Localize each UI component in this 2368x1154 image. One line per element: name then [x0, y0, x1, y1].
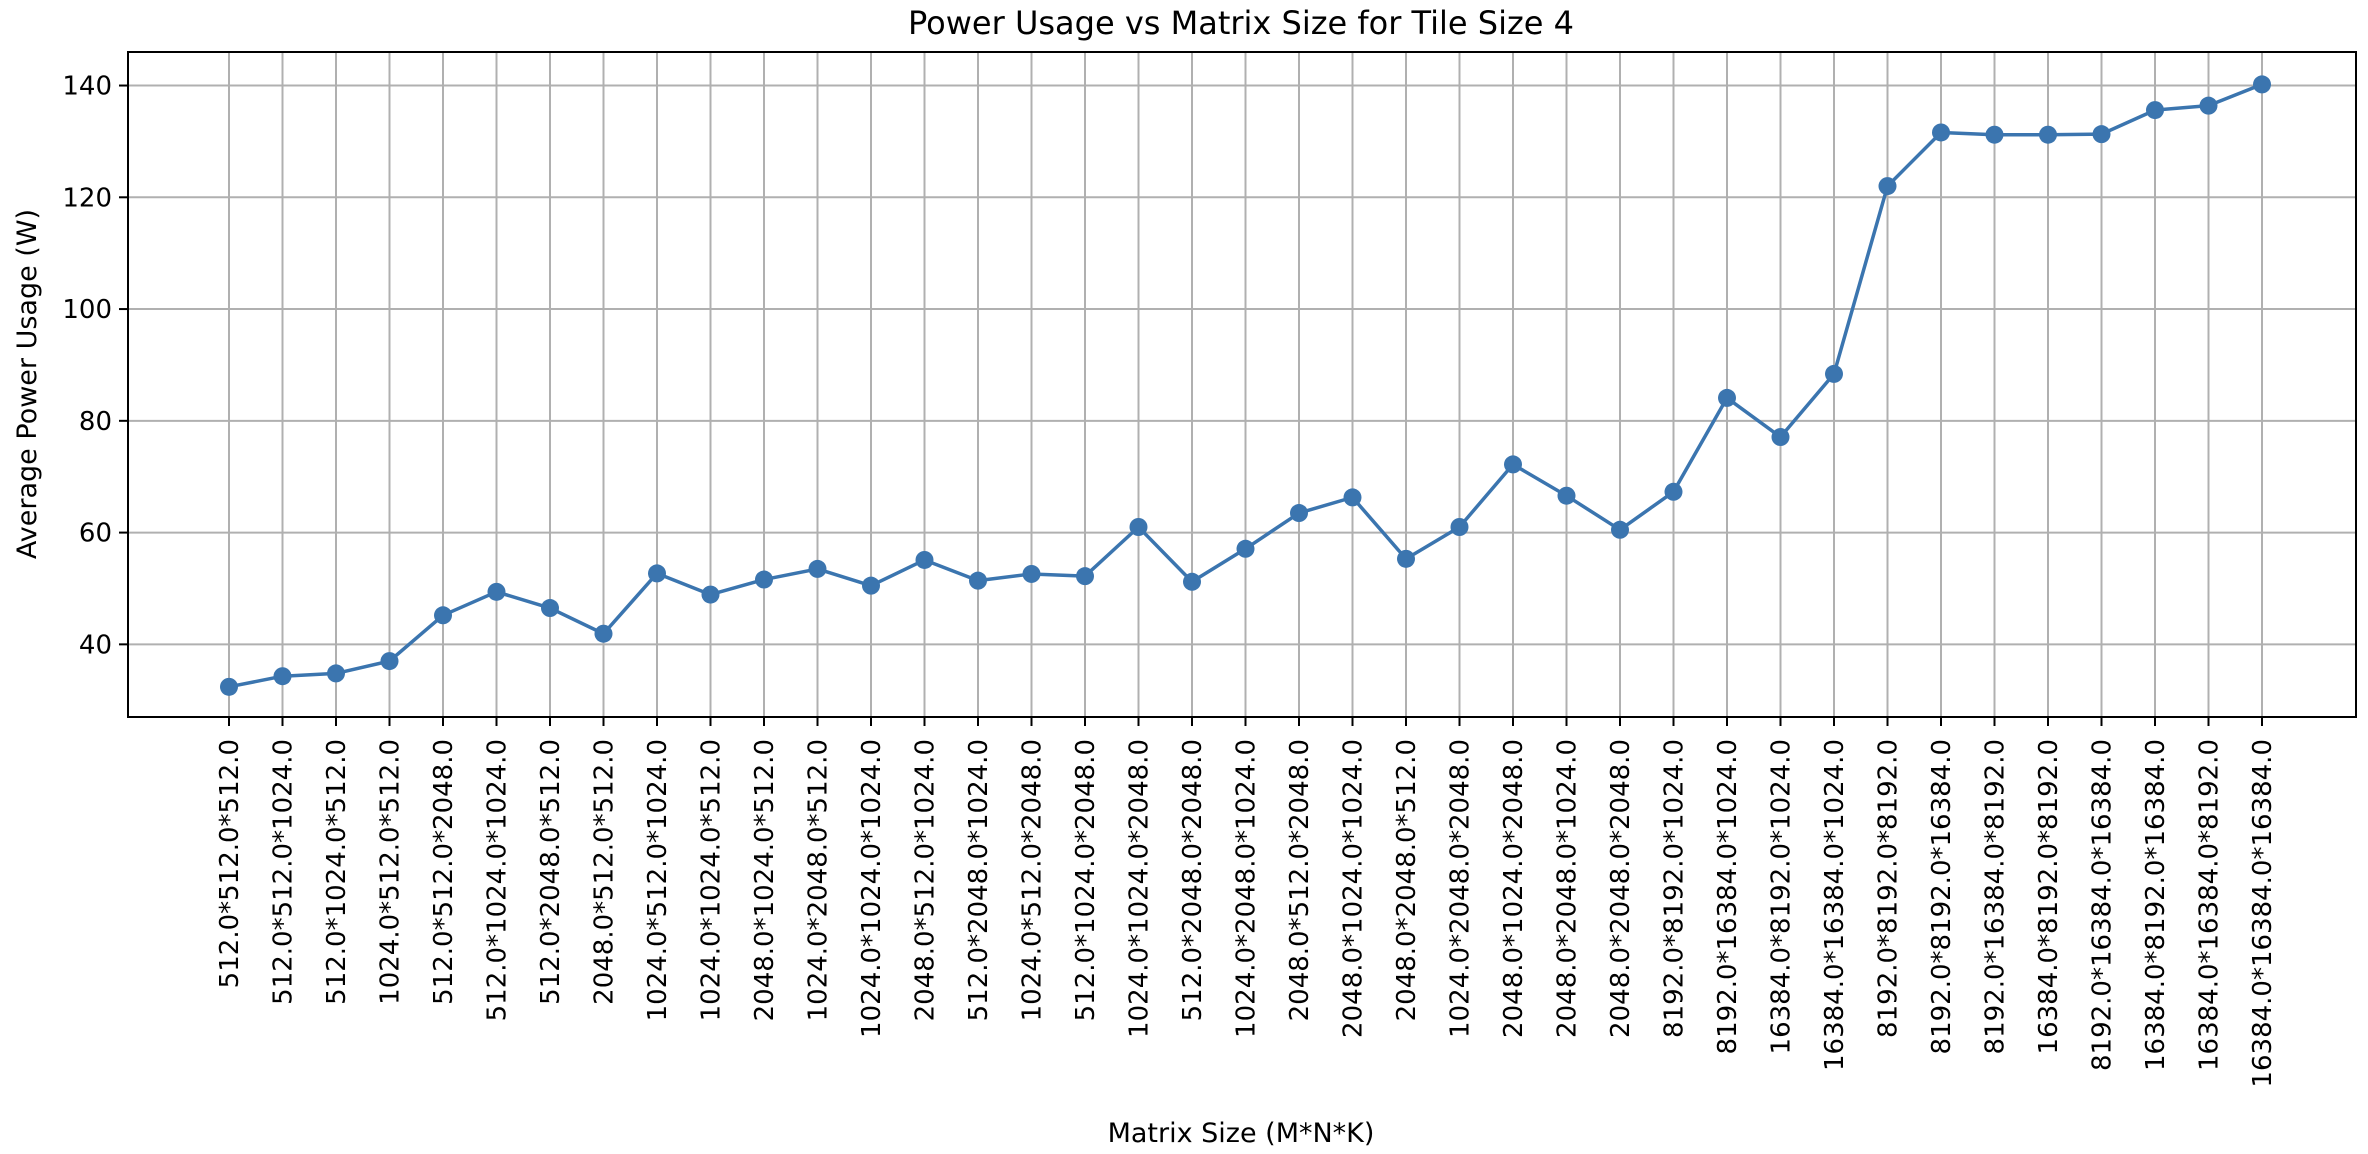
- data-point: [969, 571, 987, 590]
- data-point: [701, 585, 720, 604]
- data-point: [1129, 518, 1148, 536]
- x-tick-label: 1024.0*1024.0*512.0: [697, 739, 727, 1021]
- x-tick-label: 1024.0*2048.0*2048.0: [1446, 739, 1476, 1038]
- x-tick-label: 512.0*512.0*512.0: [215, 739, 245, 988]
- x-tick-label: 2048.0*1024.0*512.0: [750, 739, 780, 1021]
- x-tick-label: 512.0*1024.0*2048.0: [1071, 739, 1101, 1021]
- x-axis: 512.0*512.0*512.0 512.0*512.0*1024.0 512.0…: [215, 717, 2278, 1088]
- x-tick-label: 2048.0*2048.0*1024.0: [1553, 739, 1583, 1038]
- data-point: [1290, 504, 1308, 523]
- x-tick-label: 8192.0*16384.0*1024.0: [1713, 739, 1743, 1054]
- data-point: [487, 582, 506, 601]
- x-tick-label: 2048.0*1024.0*2048.0: [1499, 739, 1529, 1038]
- x-tick-label: 1024.0*1024.0*1024.0: [857, 739, 887, 1038]
- data-point: [327, 664, 345, 683]
- chart-title: Power Usage vs Matrix Size for Tile Size…: [908, 4, 1574, 42]
- data-point: [1664, 482, 1683, 501]
- x-tick-label: 16384.0*16384.0*16384.0: [2248, 739, 2278, 1088]
- x-tick-label: 1024.0*512.0*512.0: [376, 739, 406, 1005]
- data-point: [1022, 564, 1041, 583]
- data-point: [2146, 101, 2164, 120]
- data-point: [862, 576, 880, 595]
- x-tick-label: 2048.0*512.0*2048.0: [1285, 739, 1315, 1021]
- data-point: [1718, 388, 1736, 407]
- data-point: [273, 667, 292, 686]
- data-point: [1985, 125, 2004, 144]
- y-tick-label: 80: [79, 407, 112, 437]
- x-tick-label: 1024.0*2048.0*1024.0: [1232, 739, 1262, 1038]
- data-point: [1878, 177, 1897, 196]
- data-point: [1236, 539, 1255, 558]
- x-tick-label: 512.0*512.0*2048.0: [429, 739, 459, 1005]
- x-tick-label: 16384.0*16384.0*1024.0: [1820, 739, 1850, 1071]
- x-tick-label: 2048.0*2048.0*2048.0: [1606, 739, 1636, 1038]
- x-tick-label: 512.0*2048.0*2048.0: [1178, 739, 1208, 1021]
- x-tick-label: 8192.0*8192.0*1024.0: [1660, 739, 1690, 1038]
- data-point: [1771, 428, 1790, 447]
- grid-layer: [128, 52, 2356, 717]
- x-tick-label: 1024.0*1024.0*2048.0: [1125, 739, 1155, 1038]
- data-point: [1825, 364, 1843, 383]
- x-tick-label: 512.0*2048.0*1024.0: [964, 739, 994, 1021]
- x-tick-label: 512.0*1024.0*1024.0: [483, 739, 513, 1021]
- y-tick-label: 140: [62, 72, 112, 102]
- x-tick-label: 1024.0*2048.0*512.0: [804, 739, 834, 1021]
- data-point: [2199, 96, 2218, 115]
- data-point: [1932, 123, 1950, 142]
- x-tick-label: 8192.0*16384.0*8192.0: [1981, 739, 2011, 1054]
- x-tick-label: 16384.0*8192.0*1024.0: [1767, 739, 1797, 1054]
- data-point: [1076, 567, 1094, 586]
- data-point: [1504, 455, 1522, 474]
- data-point: [755, 570, 773, 589]
- data-point: [220, 677, 238, 696]
- data-point: [2092, 125, 2111, 144]
- data-point: [2253, 75, 2271, 94]
- x-tick-label: 8192.0*8192.0*16384.0: [1927, 739, 1957, 1054]
- x-tick-label: 2048.0*512.0*512.0: [590, 739, 620, 1005]
- data-point: [541, 599, 559, 618]
- data-point: [1397, 549, 1415, 568]
- data-point: [434, 606, 452, 625]
- x-tick-label: 512.0*512.0*1024.0: [269, 739, 299, 1005]
- series-power-usage: [220, 75, 2271, 696]
- data-point: [808, 559, 827, 578]
- x-tick-label: 2048.0*512.0*1024.0: [911, 739, 941, 1021]
- x-tick-label: 1024.0*512.0*2048.0: [1018, 739, 1048, 1021]
- plot-frame: [127, 51, 2357, 718]
- x-tick-label: 16384.0*16384.0*8192.0: [2195, 739, 2225, 1071]
- data-point: [2039, 125, 2057, 144]
- x-tick-label: 512.0*1024.0*512.0: [322, 739, 352, 1005]
- data-point: [915, 550, 934, 569]
- x-tick-label: 512.0*2048.0*512.0: [536, 739, 566, 1005]
- y-tick-label: 100: [62, 295, 112, 325]
- x-tick-label: 16384.0*8192.0*16384.0: [2141, 739, 2171, 1071]
- data-point: [648, 564, 666, 583]
- data-point: [1183, 572, 1201, 591]
- data-point: [1557, 486, 1576, 505]
- data-point: [380, 652, 399, 671]
- data-point: [1450, 518, 1469, 536]
- x-tick-label: 8192.0*8192.0*8192.0: [1874, 739, 1904, 1038]
- x-tick-label: 2048.0*2048.0*512.0: [1392, 739, 1422, 1021]
- y-tick-label: 60: [79, 519, 112, 549]
- y-axis-label: Average Power Usage (W): [12, 209, 43, 559]
- data-point: [594, 624, 613, 643]
- y-tick-label: 40: [79, 630, 112, 660]
- y-tick-label: 120: [62, 183, 112, 213]
- x-axis-label: Matrix Size (M*N*K): [1108, 1118, 1375, 1149]
- x-tick-label: 1024.0*512.0*1024.0: [643, 739, 673, 1021]
- x-tick-label: 16384.0*8192.0*8192.0: [2034, 739, 2064, 1054]
- y-axis: 40 60 80 100 120 140: [62, 72, 128, 660]
- x-tick-label: 2048.0*1024.0*1024.0: [1339, 739, 1369, 1038]
- x-tick-label: 8192.0*16384.0*16384.0: [2088, 739, 2118, 1071]
- data-point: [1611, 520, 1629, 539]
- data-point: [1343, 488, 1362, 507]
